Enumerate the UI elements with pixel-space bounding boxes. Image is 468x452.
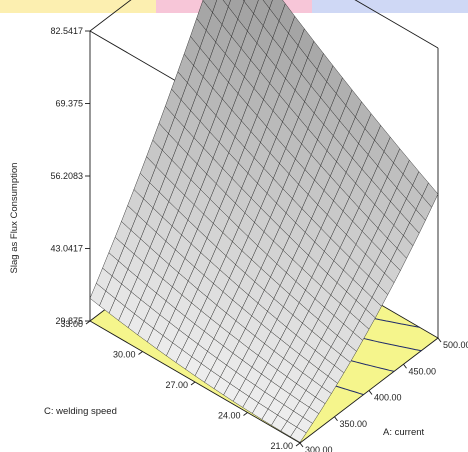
y-tick-label: 33.00 [60,319,83,329]
banner-segment [312,0,468,13]
banner-segment [0,0,157,13]
y-tick [85,320,91,325]
y-tick [295,442,301,447]
x-tick [368,390,373,395]
y-tick [243,412,248,416]
z-tick-label: 56.2083 [50,171,83,181]
z-tick-label: 43.0417 [50,243,83,253]
z-axis-title: Slag as Flux Consumption [9,163,20,274]
x-tick-label: 450.00 [409,366,437,376]
x-tick [403,363,407,369]
z-tick-label: 29.875 [55,316,83,326]
y-tick-label: 27.00 [165,380,188,390]
x-tick-label: 300.00 [305,445,333,452]
x-tick [299,442,304,448]
x-tick [334,416,338,422]
y-tick [190,381,196,386]
box-edge [89,0,132,32]
y-axis-title: C: welding speed [44,406,117,417]
x-axis-title: A: current [383,427,425,438]
y-tick-label: 24.00 [218,411,241,421]
z-tick-label: 69.375 [55,99,83,109]
y-tick-label: 30.00 [113,350,136,360]
box-edge [354,0,439,49]
y-tick-label: 21.00 [270,441,293,451]
x-tick-label: 400.00 [374,393,402,403]
axis-ticks: 29.875 43.0417 56.2083 69.375 82.5417 300.00 3… [50,26,468,452]
x-tick-label: 500.00 [443,340,468,350]
y-tick [138,351,143,355]
z-tick-label: 82.5417 [50,26,83,36]
x-tick-label: 350.00 [340,419,368,429]
surface-patch [290,426,307,443]
response-surface [89,0,439,443]
x-tick [437,337,442,343]
